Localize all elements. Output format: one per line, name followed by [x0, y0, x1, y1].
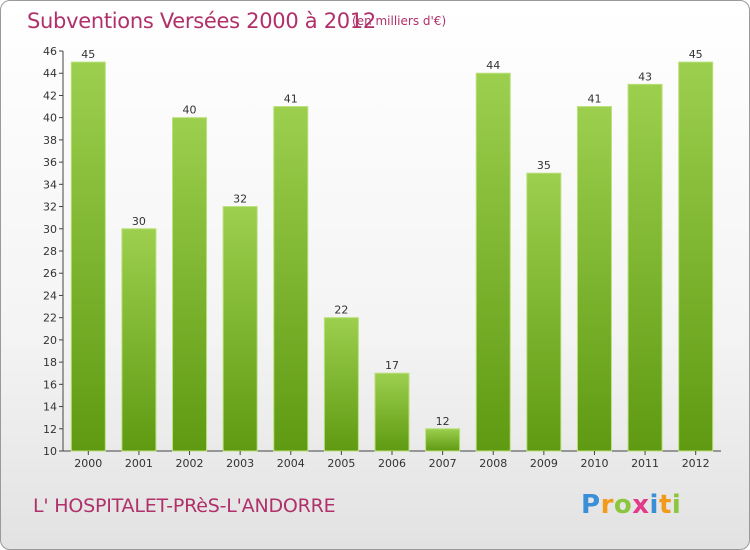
proxiti-logo: Proxiti [581, 490, 681, 520]
data-label: 43 [638, 70, 652, 83]
logo-letter: o [613, 490, 633, 520]
x-tick-label: 2001 [125, 457, 153, 470]
bar [374, 372, 410, 452]
x-tick-label: 2002 [176, 457, 204, 470]
y-tick-label: 26 [43, 267, 57, 280]
data-label: 44 [486, 59, 500, 72]
x-tick-label: 2005 [327, 457, 355, 470]
bar [273, 106, 309, 452]
x-tick-label: 2009 [530, 457, 558, 470]
x-tick-label: 2012 [682, 457, 710, 470]
bar [222, 206, 258, 452]
x-tick-label: 2011 [631, 457, 659, 470]
bar [526, 172, 562, 452]
logo-letter: r [600, 490, 614, 520]
bar [425, 428, 461, 452]
logo-letter: P [581, 490, 601, 520]
bar [627, 83, 663, 452]
y-tick-label: 40 [43, 112, 57, 125]
x-tick-label: 2004 [277, 457, 305, 470]
y-tick-label: 28 [43, 245, 57, 258]
data-label: 40 [183, 104, 197, 117]
y-tick-label: 30 [43, 223, 57, 236]
y-tick-label: 14 [43, 401, 57, 414]
x-tick-label: 2008 [479, 457, 507, 470]
data-label: 17 [385, 359, 399, 372]
data-label: 30 [132, 215, 146, 228]
chart-subtitle: (en milliers d'€) [352, 14, 447, 28]
chart-title: Subventions Versées 2000 à 2012 [27, 9, 376, 33]
x-tick-label: 2007 [429, 457, 457, 470]
bar [475, 72, 511, 452]
bar [576, 106, 612, 452]
logo-letter: x [632, 490, 650, 520]
x-tick-label: 2006 [378, 457, 406, 470]
y-tick-label: 46 [43, 45, 57, 58]
logo-letter: t [658, 490, 672, 520]
data-label: 45 [81, 48, 95, 61]
y-tick-label: 34 [43, 178, 57, 191]
bar [70, 61, 106, 452]
bar [323, 317, 359, 452]
bar [121, 228, 157, 452]
y-tick-label: 32 [43, 201, 57, 214]
logo-letter: i [649, 490, 659, 520]
data-label: 32 [233, 193, 247, 206]
y-tick-label: 38 [43, 134, 57, 147]
logo-letter: i [671, 490, 682, 520]
x-tick-label: 2010 [580, 457, 608, 470]
data-label: 41 [587, 93, 601, 106]
y-tick-label: 16 [43, 378, 57, 391]
data-label: 22 [334, 304, 348, 317]
town-name: L' HOSPITALET-PRèS-L'ANDORRE [33, 495, 336, 517]
y-tick-label: 20 [43, 334, 57, 347]
data-label: 45 [689, 48, 703, 61]
data-label: 35 [537, 159, 551, 172]
y-tick-label: 10 [43, 445, 57, 458]
y-tick-label: 12 [43, 423, 57, 436]
data-label: 41 [284, 93, 298, 106]
bar [172, 117, 208, 452]
data-label: 12 [436, 415, 450, 428]
y-tick-label: 42 [43, 89, 57, 102]
y-tick-label: 36 [43, 156, 57, 169]
y-tick-label: 22 [43, 312, 57, 325]
y-tick-label: 24 [43, 289, 57, 302]
bar [678, 61, 714, 452]
y-tick-label: 44 [43, 67, 57, 80]
x-tick-label: 2003 [226, 457, 254, 470]
x-tick-label: 2000 [74, 457, 102, 470]
y-tick-label: 18 [43, 356, 57, 369]
